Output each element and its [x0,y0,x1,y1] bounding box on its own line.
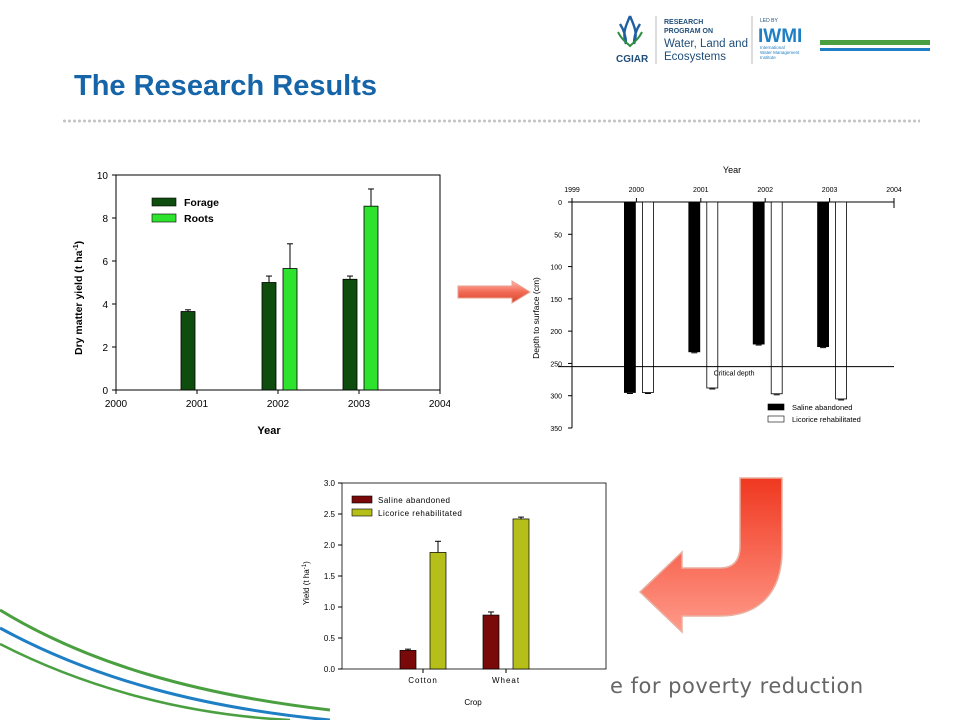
chart2-xtick-label: 2000 [629,187,645,194]
chart1-legend-label: Roots [184,213,214,225]
chart2-bar [706,201,719,389]
chart3-ytick-label: 1.0 [324,603,336,612]
dotted-divider [62,119,920,123]
curved-arrow-icon [638,477,783,634]
chart3-bar [429,552,447,670]
iwmi-sub2: Water Management [760,50,800,55]
iwmi-logo-text: IWMI [758,26,802,47]
chart1-legend-swatch [151,197,177,207]
header-stripe-blue [820,48,930,51]
chart2-bar [688,201,701,353]
partner-logos: CGIAR RESEARCH PROGRAM ON Water, Land an… [616,15,930,65]
program-line4: Ecosystems [664,51,726,63]
chart2-xtick-label: 2004 [886,187,902,194]
header-stripe-green [820,40,930,45]
chart2-xtick-label: 2002 [757,187,773,194]
chart2-legend-swatch [767,403,785,411]
iwmi-sub3: Institute [760,55,776,60]
chart3-bar [399,650,417,670]
chart2-xtick-label: 2003 [822,187,838,194]
chart-dry-matter-yield: Dry matter yield (t ha-1) Year 0 2 4 6 8 10 20… [73,171,450,437]
iwmi-sub1: International [760,45,785,50]
chart2-bar [835,201,848,400]
chart1-bar-forage [342,278,358,391]
chart2-ytick-label: 100 [550,265,562,272]
chart2-title: Year [723,165,741,175]
chart1-ytick-label: 8 [102,214,108,225]
chart1-plot-frame [115,174,441,391]
chart2-bar [770,201,783,395]
chart3-xtick-label: Wheat [492,676,520,685]
chart1-xtick-label: 2004 [429,399,450,410]
chart2-ytick-label: 50 [554,232,562,239]
chart2-bar [752,201,765,345]
chart3-legend-label: Licorice rehabilitated [378,509,462,518]
slide-tagline: e for poverty reduction [610,674,864,698]
chart2-ytick-label: 350 [550,426,562,433]
chart2-bar [817,201,830,348]
chart2-ytick-label: 0 [558,200,562,207]
cgiar-logo-text: CGIAR [616,54,649,65]
chart2-ylabel: Depth to surface (cm) [531,277,541,359]
chart1-xtick-label: 2003 [348,399,371,410]
chart1-bar-roots [282,268,298,391]
chart1-ytick-label: 4 [102,300,108,311]
chart3-xtick-label: Cotton [408,676,438,685]
chart3-ytick-label: 2.0 [324,541,336,550]
chart3-ytick-label: 3.0 [324,479,336,488]
chart3-ytick-label: 2.5 [324,510,336,519]
chart2-legend-label: Saline abandoned [792,403,852,412]
chart1-ytick-label: 10 [97,171,109,182]
chart2-legend-swatch [767,415,785,423]
chart2-bar [642,201,654,393]
chart3-xlabel: Crop [464,698,482,707]
chart1-xtick-label: 2001 [186,399,209,410]
program-line2: PROGRAM ON [664,28,713,35]
chart1-bar-forage [180,311,196,391]
decorative-swoosh [0,608,330,720]
chart1-xtick-label: 2002 [267,399,290,410]
chart2-ytick-label: 300 [550,394,562,401]
chart2-legend-label: Licorice rehabilitated [792,415,861,424]
chart1-ylabel: Dry matter yield (t ha-1) [73,241,85,355]
chart2-bar [624,201,636,393]
right-arrow-icon [457,280,531,304]
chart1-ytick-label: 2 [102,343,108,354]
critical-depth-label: Critical depth [714,371,755,378]
chart1-ytick-label: 0 [102,386,108,397]
chart1-ytick-label: 6 [102,257,108,268]
chart3-legend-swatch [351,495,373,504]
chart3-legend-swatch [351,508,373,517]
chart2-xtick-label: 1999 [564,187,580,194]
slide-title: The Research Results [74,70,378,102]
chart3-ylabel: Yield (t ha-1) [302,561,311,605]
chart-crop-yield: Yield (t ha-1) Crop 0.0 0.5 1.0 1.5 2.0 2.5 3.… [302,479,607,707]
chart2-ytick-label: 150 [550,297,562,304]
chart1-xlabel: Year [257,425,281,437]
chart2-xtick-label: 2001 [693,187,709,194]
chart2-ytick-label: 200 [550,329,562,336]
chart3-bar [512,518,530,670]
chart3-ytick-label: 0.0 [324,665,336,674]
program-line3: Water, Land and [664,38,748,50]
chart1-legend-label: Forage [184,197,219,209]
chart3-legend-label: Saline abandoned [378,496,451,505]
chart1-bar-forage [261,282,277,391]
cgiar-logo-icon [617,15,643,48]
chart-depth-to-surface: Year Depth to surface (cm) 0501001502002… [531,165,902,433]
led-by-text: LED BY [760,18,778,24]
chart2-ytick-label: 250 [550,361,562,368]
chart1-legend-swatch [151,213,177,223]
chart3-ytick-label: 0.5 [324,634,336,643]
chart3-bar [482,614,500,670]
chart1-bar-roots [363,205,379,391]
chart3-ytick-label: 1.5 [324,572,336,581]
chart1-xtick-label: 2000 [105,399,128,410]
program-line1: RESEARCH [664,19,703,26]
